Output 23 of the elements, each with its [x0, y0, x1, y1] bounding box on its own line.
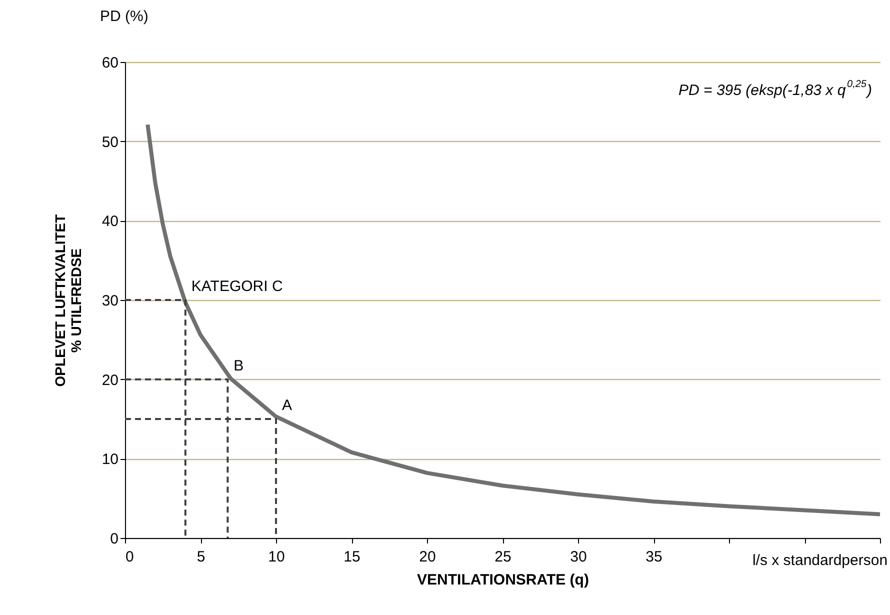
line-series [146, 122, 882, 516]
x-tick-label: 0 [126, 548, 134, 566]
y-tick-label: 30 [102, 292, 118, 310]
y-tick-label: 10 [102, 451, 118, 468]
y-axis-title: OPLEVET LUFTKVALITET % UTILFREDSE [52, 214, 84, 387]
y-tick-label: 40 [102, 213, 118, 230]
x-tick-label: 30 [570, 548, 587, 566]
y-tick-label: 20 [102, 372, 118, 389]
text: l/s x standardperson [752, 552, 888, 569]
y-tick-label: 50 [102, 134, 118, 151]
x-tick-label: 35 [646, 548, 662, 566]
x-tick-label: 20 [419, 548, 436, 566]
y-tick-label: 60 [102, 54, 118, 72]
x-tick-label: 25 [494, 548, 512, 566]
x-tick-label: 10 [268, 548, 285, 566]
x-tick-label: 5 [196, 548, 206, 566]
annotation: A [282, 397, 292, 414]
y-tick-label: 0 [110, 530, 118, 548]
x-tick-label: 15 [344, 548, 360, 566]
annotation: B [234, 357, 244, 374]
annotation: KATEGORI C [191, 278, 283, 295]
x-axis-title: VENTILATIONSRATE (q) [417, 572, 589, 588]
text: PD (%) [100, 8, 148, 25]
